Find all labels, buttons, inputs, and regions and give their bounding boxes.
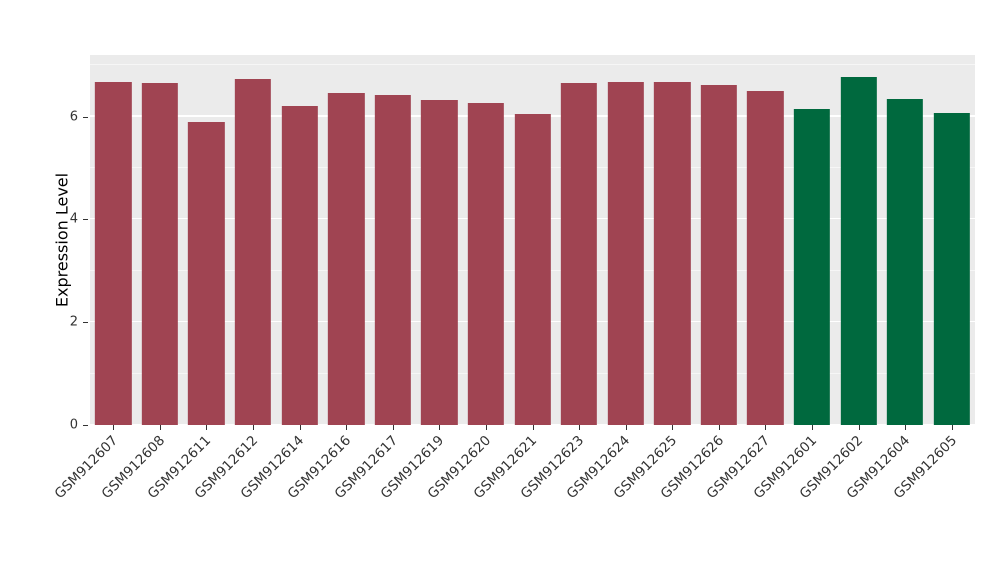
y-tick-label: 0 [69,417,78,433]
x-tick-mark [392,425,394,430]
y-tick-mark [83,219,88,221]
bar-GSM912626 [700,84,737,425]
bar-GSM912608 [141,83,179,425]
bar-GSM912625 [654,81,691,425]
bar-GSM912623 [560,83,598,425]
bar-GSM912617 [374,95,411,425]
x-tick-mark [113,425,115,430]
x-tick-mark [625,425,627,430]
bar-GSM912607 [95,81,132,425]
bar-GSM912612 [234,79,272,425]
y-tick-mark [83,322,88,324]
x-tick-mark [346,425,348,430]
bar-GSM912611 [188,121,225,425]
bar-GSM912604 [886,98,924,425]
y-tick-mark [83,425,88,426]
x-tick-mark [672,425,674,430]
x-tick-mark [532,425,534,430]
x-tick-mark [439,425,441,430]
plot-panel [90,55,975,425]
x-axis: GSM912607 GSM912608 GSM912611 GSM912612 GSM9… [52,425,975,580]
y-axis: 0 2 4 6 [0,55,90,432]
y-tick-label: 6 [69,109,78,125]
x-tick-mark [253,425,255,430]
x-tick-mark [485,425,487,430]
x-tick-mark [299,425,301,430]
x-tick-mark [765,425,767,430]
x-tick-mark [159,425,161,430]
x-tick-mark [951,425,953,430]
y-tick-label: 2 [69,314,78,330]
x-tick-mark [206,425,208,430]
bar-GSM912627 [747,90,784,425]
bar-GSM912605 [933,113,970,425]
y-tick-label: 4 [69,211,78,227]
x-tick-mark [858,425,860,430]
minor-gridline [90,64,975,66]
bar-GSM912602 [840,76,877,425]
bar-GSM912619 [421,100,458,425]
x-tick-mark [905,425,907,430]
bar-GSM912620 [467,102,505,425]
x-tick-mark [811,425,813,430]
bar-GSM912624 [607,81,644,425]
bar-GSM912621 [514,114,551,425]
x-tick-mark [718,425,720,430]
bar-GSM912614 [281,106,318,425]
bar-GSM912616 [328,92,365,425]
x-tick-mark [579,425,581,430]
bar-GSM912601 [793,108,831,425]
y-tick-mark [83,116,88,118]
